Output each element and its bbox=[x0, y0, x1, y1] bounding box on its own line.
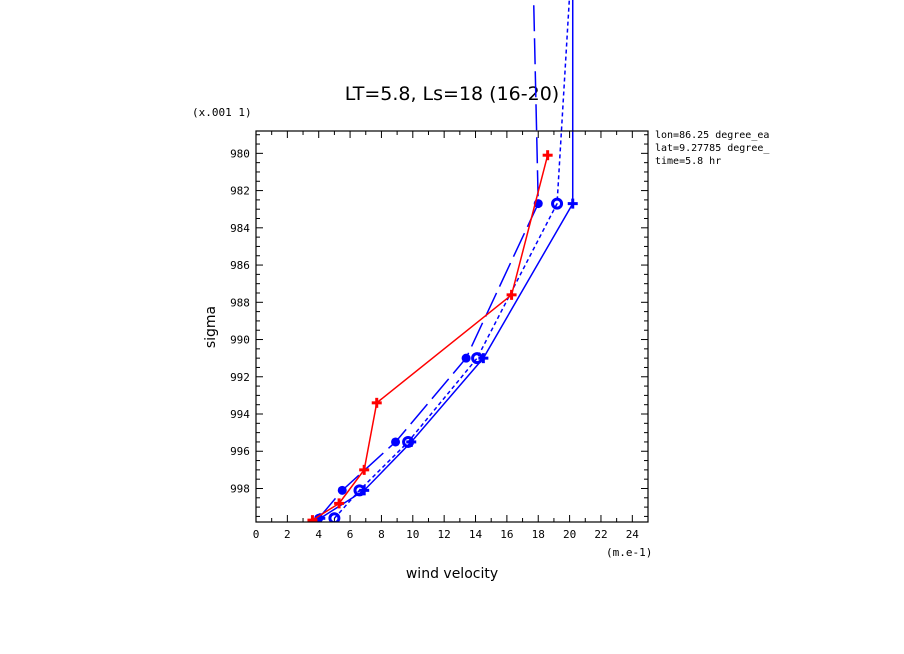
x-tick-label: 10 bbox=[406, 528, 419, 541]
y-tick-label: 990 bbox=[230, 334, 250, 347]
series-line-solid-red bbox=[312, 155, 549, 521]
axis-ticks: 0 2 4 6 8 10 12 14 16 18 20 22 249809829849869889909… bbox=[230, 131, 649, 541]
data-point-short-dash-blue bbox=[471, 352, 484, 365]
data-point-long-dash-blue bbox=[337, 485, 347, 495]
y-unit-label: (x.001 1) bbox=[192, 106, 252, 119]
plot-frame bbox=[255, 130, 649, 523]
y-tick-label: 998 bbox=[230, 482, 250, 495]
y-tick-label: 996 bbox=[230, 445, 250, 458]
y-tick-label: 992 bbox=[230, 371, 250, 384]
y-tick-label: 984 bbox=[230, 222, 250, 235]
info-time: time=5.8 hr bbox=[655, 156, 721, 167]
data-point-solid-red bbox=[334, 498, 345, 509]
y-tick-label: 986 bbox=[230, 259, 250, 272]
info-lat: lat=9.27785 degree_ bbox=[655, 143, 770, 154]
x-tick-label: 12 bbox=[438, 528, 451, 541]
data-point-solid-red bbox=[506, 289, 517, 300]
data-point-solid-red bbox=[542, 150, 553, 161]
x-tick-label: 8 bbox=[378, 528, 385, 541]
data-series bbox=[307, 0, 578, 522]
series-line-short-dash-blue bbox=[333, 0, 571, 519]
data-point-solid-red bbox=[307, 515, 318, 522]
data-point-solid-red bbox=[371, 397, 382, 408]
x-tick-label: 20 bbox=[563, 528, 576, 541]
x-tick-label: 22 bbox=[594, 528, 607, 541]
x-tick-label: 14 bbox=[469, 528, 483, 541]
data-point-short-dash-blue bbox=[402, 435, 415, 448]
y-axis-label: sigma bbox=[203, 306, 219, 348]
x-tick-label: 24 bbox=[626, 528, 640, 541]
x-axis-label: wind velocity bbox=[406, 566, 498, 582]
y-tick-label: 980 bbox=[230, 147, 250, 160]
x-tick-label: 16 bbox=[500, 528, 513, 541]
data-point-solid-blue bbox=[478, 353, 489, 364]
x-tick-label: 4 bbox=[315, 528, 322, 541]
data-point-short-dash-blue bbox=[551, 197, 564, 210]
data-point-solid-blue bbox=[567, 198, 578, 209]
series-line-long-dash-blue bbox=[318, 0, 539, 519]
data-point-short-dash-blue bbox=[328, 512, 341, 522]
y-tick-label: 994 bbox=[230, 408, 250, 421]
chart-title: LT=5.8, Ls=18 (16-20) bbox=[345, 83, 559, 105]
data-point-short-dash-blue bbox=[353, 484, 366, 497]
data-point-long-dash-blue bbox=[461, 353, 471, 363]
x-tick-label: 6 bbox=[347, 528, 354, 541]
x-tick-label: 18 bbox=[532, 528, 545, 541]
y-tick-label: 988 bbox=[230, 296, 250, 309]
y-tick-label: 982 bbox=[230, 185, 250, 198]
info-lon: lon=86.25 degree_ea bbox=[655, 130, 769, 141]
x-unit-label: (m.e-1) bbox=[606, 546, 652, 559]
data-point-solid-red bbox=[359, 464, 370, 475]
x-tick-label: 2 bbox=[284, 528, 291, 541]
data-point-long-dash-blue bbox=[391, 437, 401, 447]
x-tick-label: 0 bbox=[253, 528, 260, 541]
